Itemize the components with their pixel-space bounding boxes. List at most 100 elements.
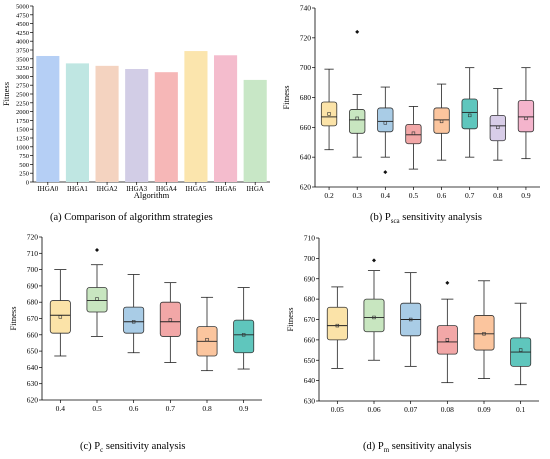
box-0-05 [326,286,348,369]
y-tick-label: 3500 [16,56,29,63]
box-0-6 [123,274,145,354]
x-tick-label: 0.4 [56,404,66,413]
x-tick-label: 0.5 [92,404,102,413]
y-tick-label: 670 [304,315,316,324]
box-0-9 [233,287,255,370]
mean-marker [518,348,523,352]
y-tick-label: 720 [300,33,312,42]
box-body [49,300,71,334]
mean-marker [408,317,413,322]
y-tick-label: 690 [27,281,39,290]
mean-marker [372,315,376,320]
box-body [489,115,506,142]
x-tick-label: IHGA3 [126,185,147,193]
y-tick-label: 500 [19,162,29,169]
box-0-1 [510,302,532,386]
outlier-point [372,258,376,263]
mean-marker [411,131,416,135]
y-tick-label: 640 [304,376,316,385]
box-0-9 [517,67,535,160]
x-axis-label: Algorithm [134,190,170,200]
box-body [517,100,535,133]
caption-d: (d) Pm sensitivity analysis [363,441,471,454]
box-0-7 [461,67,478,158]
caption-c: (c) Pc sensitivity analysis [80,441,185,454]
y-tick-label: 650 [27,347,39,356]
y-tick-label: 660 [27,330,39,339]
y-tick-label: 3000 [16,74,29,81]
x-tick-label: 0.6 [129,404,139,413]
panel-c-box-plot: 620 630 640 650 660 670 680 690 700 710 720 Fitness… [0,230,275,459]
y-tick-label: 4250 [16,30,29,37]
box-0-5 [405,106,422,170]
mean-marker [58,315,63,319]
box-0-4 [49,269,71,357]
x-tick-label: IHGA1 [67,185,88,193]
x-tick-label: 0.7 [166,404,176,413]
box-body [363,298,385,333]
bar-ihga [243,79,267,182]
x-tick-label: IHGA4 [156,185,177,193]
y-tick-label: 4500 [16,21,29,28]
y-axis-label: Fitness [285,307,295,331]
x-tick-label: 0.3 [353,191,363,200]
x-tick-label: IHGA2 [97,185,118,193]
mean-marker [131,320,136,324]
box-plot-c: 620 630 640 650 660 670 680 690 700 710 720 Fitness… [8,233,262,413]
mean-marker [482,332,486,336]
mean-marker [496,125,500,130]
x-tick-label: 0.07 [404,405,417,414]
x-tick-label: 0.9 [239,404,249,413]
mean-marker [168,318,173,322]
y-tick-label: 680 [300,93,312,102]
y-tick-label: 680 [27,298,39,307]
box-0-07 [400,272,422,367]
mean-marker [439,119,444,124]
caption-d-rest: sensitivity analysis [389,441,472,452]
y-tick-label: 3750 [16,48,29,55]
mean-marker [205,337,209,342]
box-body [320,101,338,127]
y-tick-label: 1000 [16,144,29,151]
box-body [349,109,366,134]
x-tick-label: IHGA0 [37,185,58,193]
y-tick-label: 1500 [16,127,29,134]
y-tick-label: 700 [27,265,39,274]
bar-ihga6 [214,55,238,182]
bar-ihga2 [95,65,119,182]
caption-b-rest: sensitivity analysis [399,212,482,223]
x-tick-label: 0.08 [441,405,454,414]
y-tick-label: 2250 [16,100,29,107]
y-axis-label: Fitness [281,85,291,109]
caption-d-sub: m [383,446,390,455]
y-tick-label: 3250 [16,65,29,72]
bar-ihga3 [125,69,149,182]
bar-ihga0 [36,55,60,182]
mean-marker [95,297,99,301]
outlier-point [445,280,450,285]
y-tick-label: 670 [27,314,39,323]
outlier-point [383,170,388,175]
y-tick-label: 650 [304,356,316,365]
y-tick-label: 750 [19,153,29,160]
mean-marker [383,121,388,125]
y-tick-label: 4750 [16,12,29,19]
y-tick-label: 1250 [16,136,29,143]
y-tick-label: 630 [27,379,39,388]
box-0-06 [363,258,385,361]
x-tick-label: 0.1 [516,405,526,414]
caption-b: (b) Psca sensitivity analysis [370,212,482,225]
box-0-5 [86,248,108,337]
box-body [159,301,181,337]
y-tick-label: 710 [27,249,39,258]
caption-b-main: (b) P [370,212,391,223]
mean-marker [467,113,472,118]
box-0-6 [433,83,450,161]
y-tick-label: 720 [27,233,39,242]
y-tick-label: 620 [27,396,39,405]
box-body [377,107,394,133]
box-0-3 [349,29,366,158]
y-tick-label: 710 [304,234,316,243]
y-axis-label: Fitness [1,82,11,106]
panel-d-box-plot: 630 640 650 660 670 680 690 700 710 Fitness 0.05 0.… [275,230,550,459]
